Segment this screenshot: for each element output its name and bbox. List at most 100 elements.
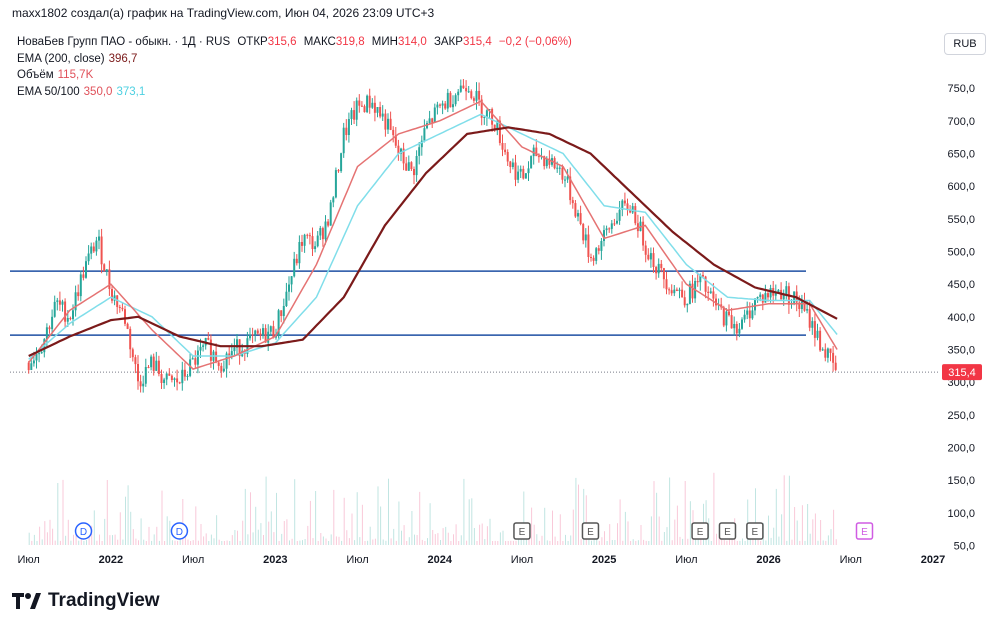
candle-body <box>275 336 277 338</box>
volume-bar <box>341 540 343 545</box>
candle-body <box>58 300 61 305</box>
volume-bar <box>322 536 324 545</box>
candle-body <box>595 248 598 261</box>
volume-bar <box>760 541 762 545</box>
candle-body <box>420 140 423 148</box>
volume-bar <box>216 515 218 545</box>
candle-body <box>345 127 348 135</box>
volume-bar <box>575 477 577 545</box>
candle-body <box>160 374 163 383</box>
candle-body <box>301 242 303 246</box>
candle-body <box>215 351 218 363</box>
volume-bar <box>442 528 444 545</box>
candle-body <box>363 106 366 113</box>
volume-bar <box>484 539 486 545</box>
volume-bar <box>450 541 452 545</box>
candle-body <box>774 292 777 296</box>
candle-body <box>316 235 319 247</box>
volume-bar <box>406 541 408 545</box>
volume-bar <box>648 541 650 545</box>
volume-bar <box>666 527 668 545</box>
candle-body <box>173 378 176 380</box>
candle-body <box>222 368 225 372</box>
volume-bar <box>473 528 475 545</box>
legend-volume-row[interactable]: Объём 115,7K <box>17 67 572 84</box>
volume-bar <box>171 540 173 545</box>
candle-body <box>157 360 160 374</box>
candle-body <box>509 161 512 167</box>
volume-bar <box>635 541 637 545</box>
volume-bar <box>656 492 658 545</box>
volume-bar <box>653 481 655 545</box>
ema-lines <box>28 100 838 370</box>
candle-body <box>30 363 33 370</box>
volume-bar <box>393 528 395 545</box>
volume-bar <box>510 540 512 545</box>
volume-bar <box>190 541 192 545</box>
candle-body <box>384 113 387 130</box>
candle-body <box>590 257 592 258</box>
candle-body <box>277 310 280 337</box>
candle-body <box>290 276 293 285</box>
legend-ema50100-row[interactable]: EMA 50/100 350,0 373,1 <box>17 84 572 101</box>
legend-ema200-row[interactable]: EMA (200, close) 396,7 <box>17 51 572 68</box>
volume-bar <box>637 540 639 545</box>
candle-body <box>366 95 369 113</box>
volume-bar <box>398 501 400 545</box>
candle-body <box>142 383 145 387</box>
volume-bar <box>749 536 751 545</box>
tradingview-logo[interactable]: TradingView <box>12 590 160 612</box>
volume-bar <box>536 534 538 545</box>
volume-bar <box>814 513 816 545</box>
candle-body <box>652 253 655 267</box>
candle-body <box>485 110 488 117</box>
volume-bar <box>348 538 350 545</box>
candle-body <box>761 294 764 303</box>
volume-bar <box>182 499 184 545</box>
volume-bar <box>231 535 233 545</box>
volume-bar <box>671 540 673 545</box>
candle-body <box>629 210 632 213</box>
volume-bar <box>598 540 600 545</box>
candle-body <box>759 294 762 297</box>
candle-body <box>673 289 676 294</box>
dividend-event-marker <box>74 522 93 540</box>
candle-body <box>256 330 259 334</box>
y-tick-label: 700,0 <box>947 116 975 128</box>
currency-button[interactable]: RUB <box>944 33 986 55</box>
y-tick-label: 150,0 <box>947 475 975 487</box>
candle-body <box>100 236 103 265</box>
candle-body <box>400 148 402 154</box>
volume-bar <box>580 539 582 545</box>
candle-body <box>199 346 202 351</box>
candle-body <box>621 200 624 210</box>
candle-body <box>605 228 608 231</box>
candle-body <box>428 118 431 124</box>
volume-bar <box>59 540 61 545</box>
candle-body <box>767 293 769 298</box>
horizontal-levels <box>10 270 938 373</box>
volume-bar <box>463 478 465 545</box>
volume-bar <box>54 540 56 545</box>
volume-bar <box>424 541 426 545</box>
volume-bar <box>729 539 730 545</box>
candle-body <box>189 359 192 376</box>
candle-body <box>79 274 82 297</box>
volume-bar <box>541 535 543 545</box>
candle-body <box>347 119 350 135</box>
volume-bar <box>112 535 113 545</box>
volume-bar <box>132 529 134 545</box>
volume-bar <box>125 496 126 545</box>
volume-bar <box>88 533 90 545</box>
volume-bar <box>518 538 520 545</box>
volume-bar <box>73 534 74 545</box>
volume-bar <box>611 540 613 545</box>
candle-body <box>444 103 447 109</box>
volume-bar <box>289 540 290 545</box>
legend-symbol-row[interactable]: НоваБев Групп ПАО - обыкн. · 1Д · RUS ОТ… <box>17 34 572 51</box>
candle-body <box>56 300 59 302</box>
volume-bar <box>62 479 64 545</box>
candle-body <box>194 358 197 365</box>
